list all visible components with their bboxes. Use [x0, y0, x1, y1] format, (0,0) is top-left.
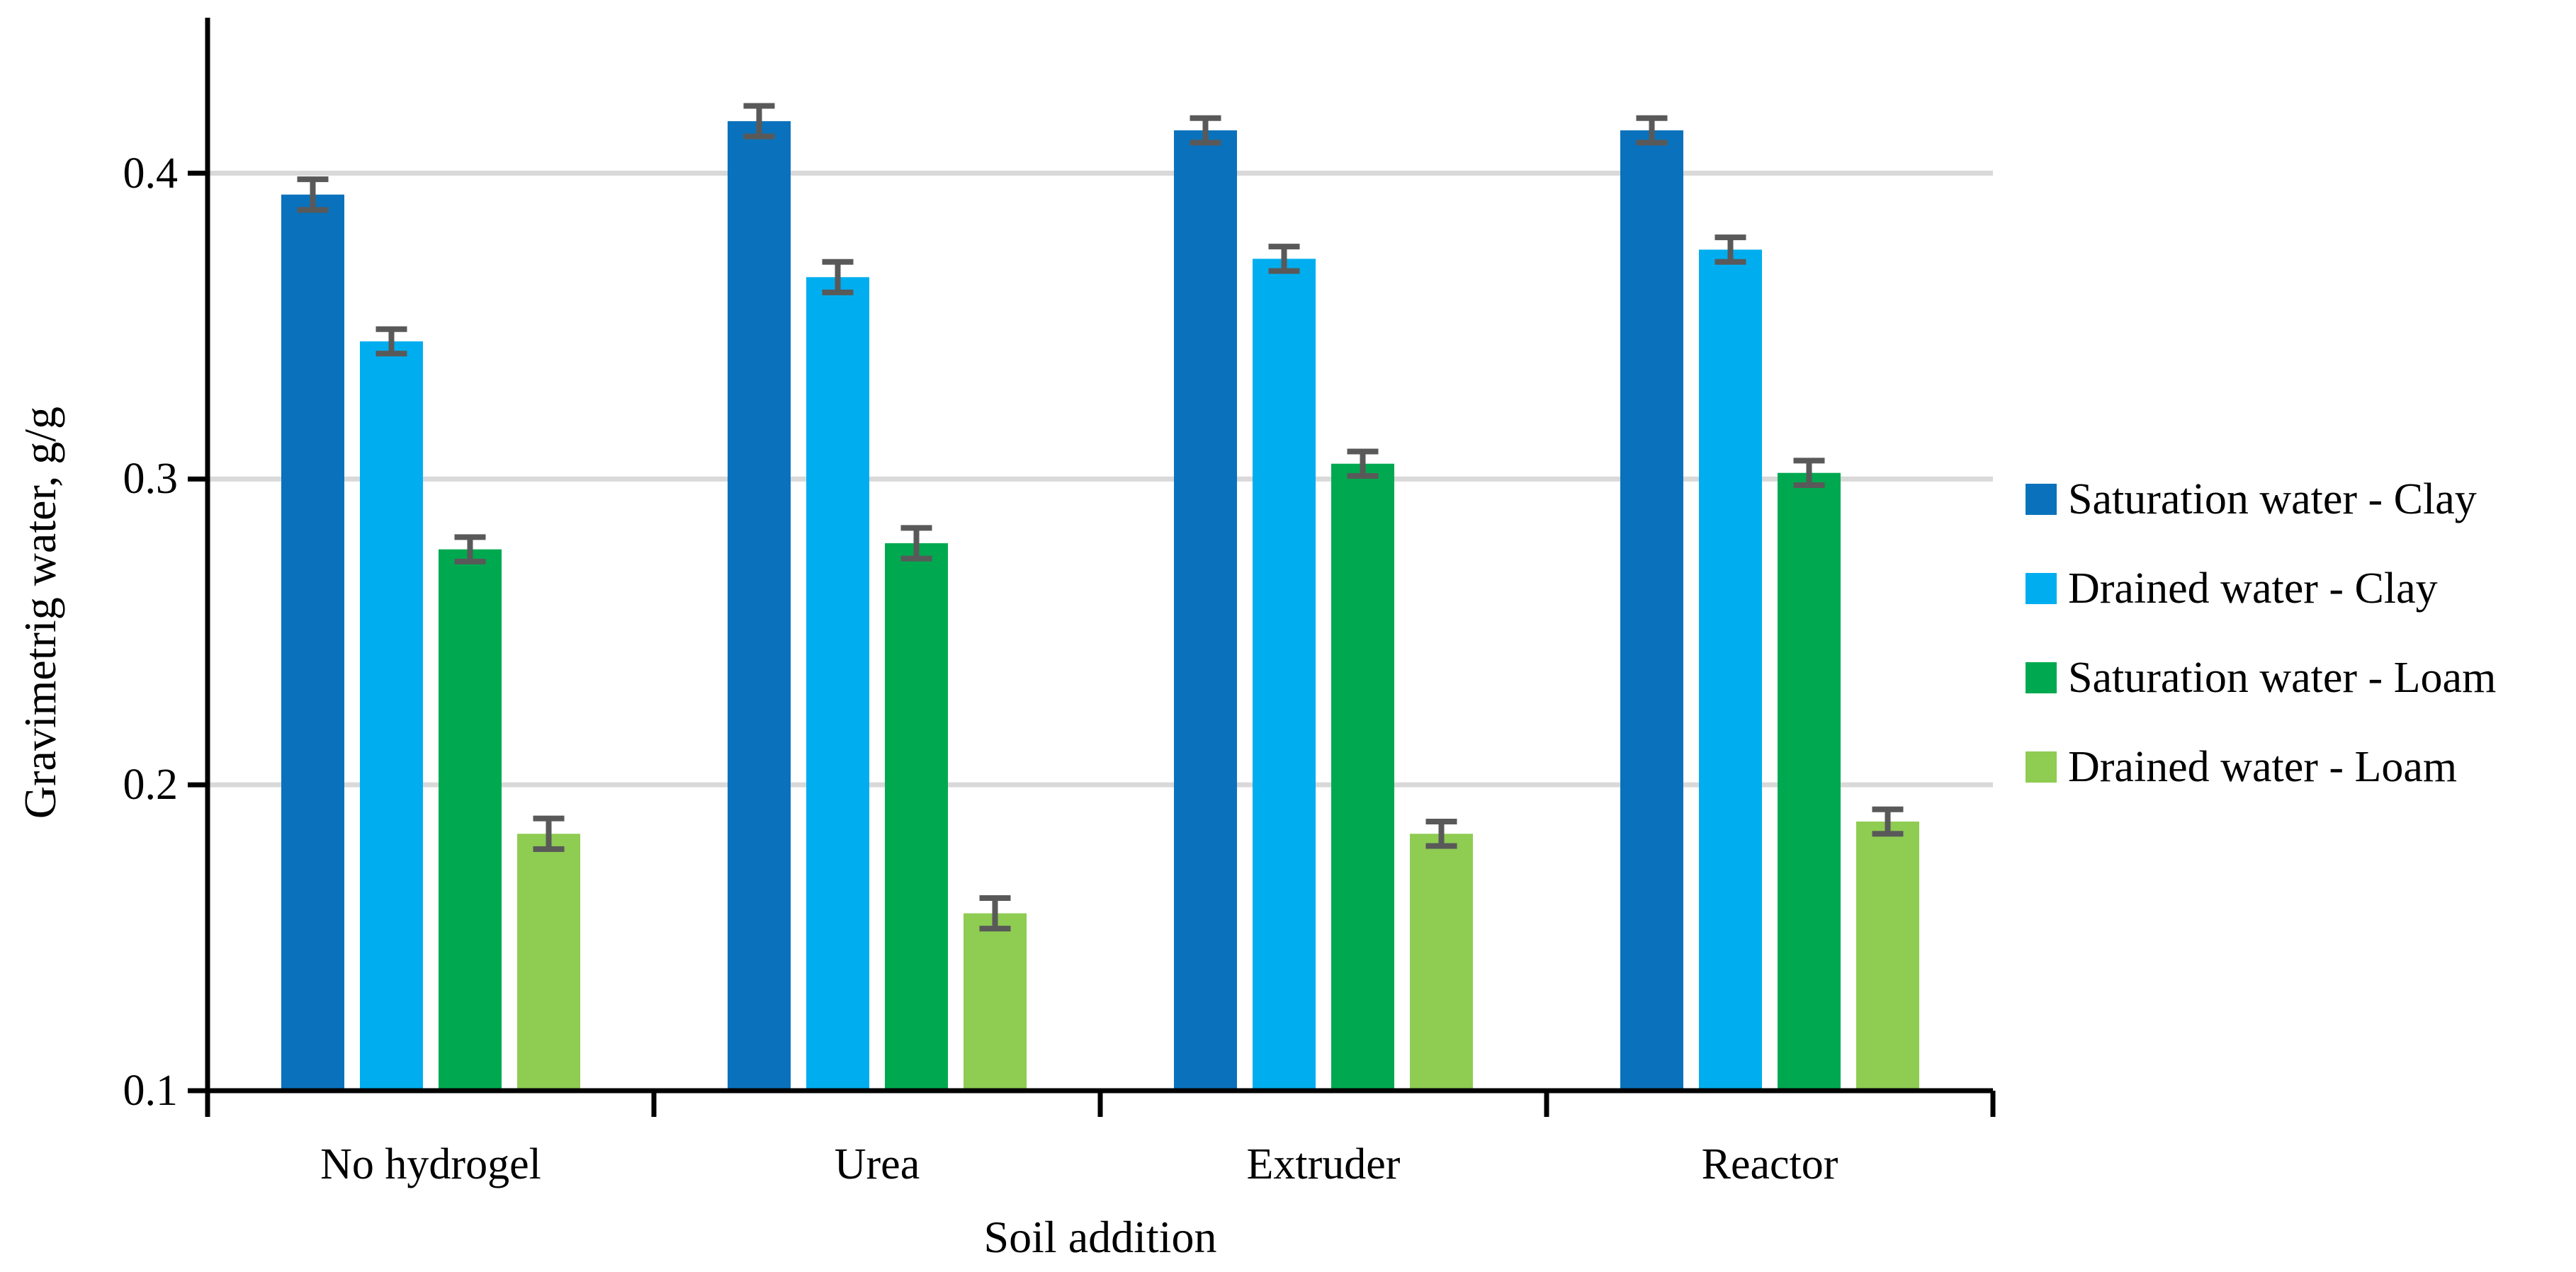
x-category-label: No hydrogel	[320, 1140, 541, 1188]
legend-swatch	[2026, 484, 2057, 515]
legend-label: Drained water - Clay	[2068, 564, 2438, 613]
bar	[1253, 259, 1316, 1091]
legend-item: Saturation water - Clay	[2026, 475, 2496, 523]
legend-swatch	[2026, 573, 2057, 604]
x-category-label: Urea	[834, 1140, 920, 1188]
bar	[728, 121, 791, 1091]
bar	[1856, 821, 1919, 1091]
legend-label: Saturation water - Clay	[2068, 475, 2477, 523]
bar	[1331, 463, 1394, 1091]
legend-label: Drained water - Loam	[2068, 743, 2458, 791]
y-tick-label: 0.4	[123, 149, 179, 198]
x-category-label: Reactor	[1701, 1140, 1838, 1188]
bar	[964, 913, 1027, 1091]
bar	[885, 543, 948, 1091]
x-axis-title: Soil addition	[983, 1212, 1217, 1262]
legend-item: Drained water - Clay	[2026, 564, 2496, 613]
bar	[1174, 130, 1237, 1091]
y-tick-label: 0.1	[123, 1067, 179, 1115]
legend-item: Drained water - Loam	[2026, 743, 2496, 791]
y-tick-label: 0.3	[123, 455, 179, 504]
bar	[439, 549, 502, 1091]
legend: Saturation water - Clay Drained water - C…	[2026, 475, 2497, 841]
bar	[1778, 472, 1841, 1091]
bar	[806, 277, 869, 1091]
legend-swatch	[2026, 751, 2057, 783]
bar	[281, 194, 344, 1091]
bar	[1699, 249, 1762, 1091]
bar	[1410, 834, 1473, 1091]
legend-swatch	[2026, 662, 2057, 693]
x-category-label: Extruder	[1246, 1140, 1401, 1188]
bar	[360, 341, 423, 1091]
legend-item: Saturation water - Loam	[2026, 654, 2497, 702]
bar	[517, 834, 580, 1091]
y-tick-label: 0.2	[123, 761, 179, 810]
bar	[1620, 130, 1683, 1091]
legend-label: Saturation water - Loam	[2068, 654, 2497, 702]
